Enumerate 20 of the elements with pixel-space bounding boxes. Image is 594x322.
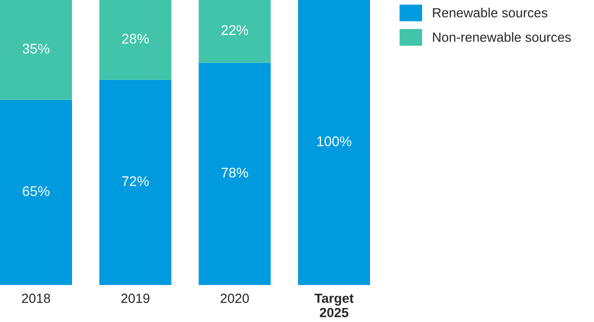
bar bbox=[298, 0, 370, 285]
data-label: 22% bbox=[222, 25, 248, 36]
data-label: 72% bbox=[122, 176, 149, 186]
legend-label: Non-renewable sources bbox=[433, 32, 571, 42]
data-label: 28% bbox=[122, 34, 149, 44]
data-label: 100% bbox=[317, 136, 352, 146]
bar bbox=[99, 80, 172, 285]
bar bbox=[0, 0, 72, 100]
x-tick-label: 2020 bbox=[220, 294, 249, 303]
bar bbox=[198, 0, 271, 63]
bar bbox=[198, 62, 271, 285]
data-label: 78% bbox=[222, 168, 248, 178]
bar bbox=[99, 0, 172, 80]
x-tick-label: 2019 bbox=[121, 294, 150, 303]
data-label: 35% bbox=[22, 44, 50, 54]
x-tick-label: 2018 bbox=[22, 294, 50, 303]
data-label: 65% bbox=[22, 186, 50, 196]
legend-label: Renewable sources bbox=[433, 8, 548, 18]
x-tick-label: Target 2025 bbox=[314, 294, 354, 318]
bar bbox=[0, 100, 72, 285]
